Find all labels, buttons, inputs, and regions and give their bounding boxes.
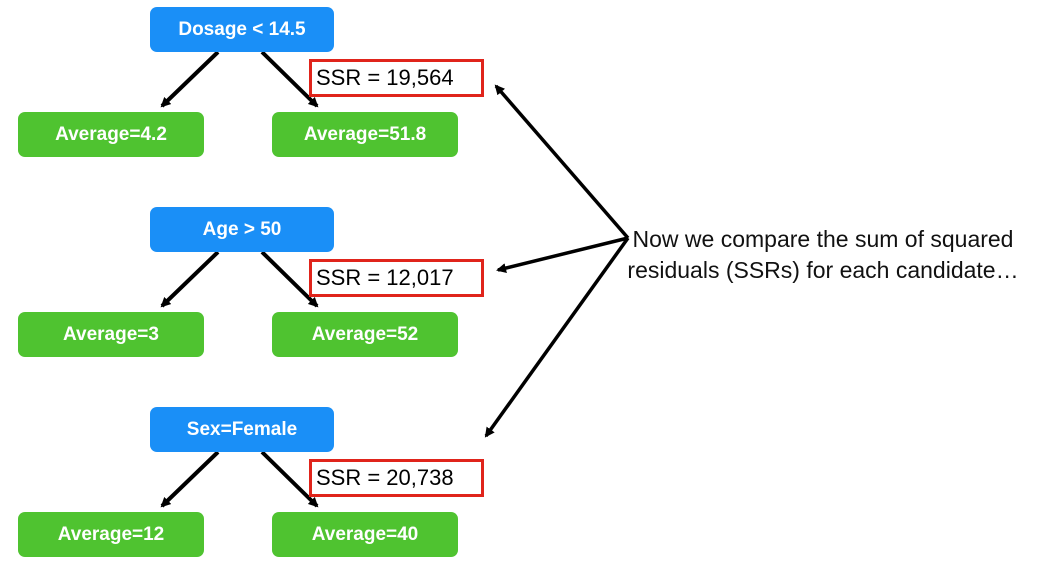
edge-tree1-right — [260, 50, 319, 108]
leaf-node-sex-right: Average=40 — [272, 512, 458, 557]
pointer-arrow-ssr1 — [494, 84, 630, 240]
leaf-node-dosage-right: Average=51.8 — [272, 112, 458, 157]
edge-tree3-left — [160, 450, 220, 508]
leaf-node-age-left: Average=3 — [18, 312, 204, 357]
leaf-node-sex-left: Average=12 — [18, 512, 204, 557]
ssr-box-sex: SSR = 20,738 — [309, 459, 484, 497]
edge-tree1-left — [160, 50, 220, 108]
root-node-age: Age > 50 — [150, 207, 334, 252]
root-node-dosage: Dosage < 14.5 — [150, 7, 334, 52]
leaf-node-age-right: Average=52 — [272, 312, 458, 357]
pointer-arrow-ssr3 — [484, 236, 630, 438]
edge-tree2-right — [260, 250, 319, 308]
ssr-box-dosage: SSR = 19,564 — [309, 59, 484, 97]
explanation-text: Now we compare the sum of squared residu… — [627, 226, 1019, 283]
edge-tree3-right — [260, 450, 319, 508]
root-node-sex: Sex=Female — [150, 407, 334, 452]
leaf-node-dosage-left: Average=4.2 — [18, 112, 204, 157]
edge-tree2-left — [160, 250, 220, 308]
pointer-arrow-ssr2 — [496, 236, 629, 273]
ssr-box-age: SSR = 12,017 — [309, 259, 484, 297]
